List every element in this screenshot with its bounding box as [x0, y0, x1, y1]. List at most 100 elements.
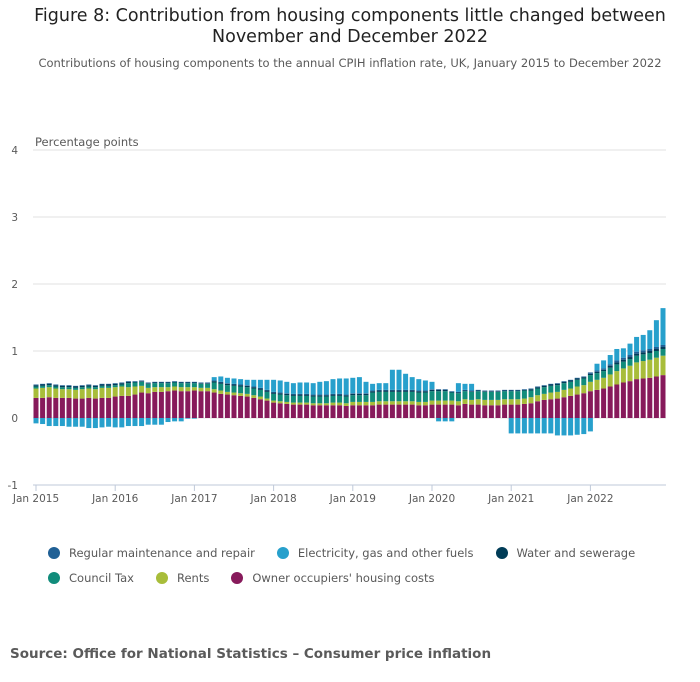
bar-segment[interactable] — [40, 384, 46, 386]
bar-segment[interactable] — [244, 385, 250, 388]
bar-segment[interactable] — [389, 404, 395, 418]
bar-segment[interactable] — [620, 361, 626, 369]
bar-segment[interactable] — [290, 395, 296, 403]
bar-segment[interactable] — [495, 391, 501, 392]
bar-segment[interactable] — [515, 391, 521, 400]
bar-segment[interactable] — [436, 389, 442, 390]
bar-segment[interactable] — [653, 376, 659, 418]
bar-segment[interactable] — [297, 395, 303, 403]
bar-segment[interactable] — [442, 389, 448, 390]
bar-segment[interactable] — [323, 381, 329, 395]
bar-segment[interactable] — [178, 418, 184, 422]
bar-segment[interactable] — [455, 392, 461, 394]
bar-segment[interactable] — [205, 391, 211, 418]
bar-segment[interactable] — [363, 405, 369, 418]
bar-segment[interactable] — [568, 388, 574, 396]
bar-segment[interactable] — [528, 390, 534, 398]
bar-segment[interactable] — [119, 382, 125, 384]
bar-segment[interactable] — [330, 393, 336, 395]
bar-segment[interactable] — [469, 391, 475, 400]
bar-segment[interactable] — [568, 395, 574, 418]
bar-segment[interactable] — [416, 401, 422, 406]
bar-segment[interactable] — [112, 418, 118, 428]
bar-segment[interactable] — [304, 402, 310, 405]
bar-segment[interactable] — [284, 393, 290, 394]
bar-segment[interactable] — [614, 371, 620, 385]
bar-segment[interactable] — [284, 403, 290, 418]
bar-segment[interactable] — [601, 371, 607, 378]
bar-segment[interactable] — [158, 418, 164, 425]
bar-segment[interactable] — [581, 393, 587, 418]
bar-segment[interactable] — [436, 391, 442, 401]
bar-segment[interactable] — [185, 381, 191, 383]
bar-segment[interactable] — [158, 387, 164, 392]
bar-segment[interactable] — [125, 418, 131, 427]
bar-segment[interactable] — [475, 399, 481, 405]
bar-segment[interactable] — [449, 391, 455, 392]
bar-segment[interactable] — [79, 418, 85, 427]
bar-segment[interactable] — [330, 379, 336, 394]
bar-segment[interactable] — [660, 308, 666, 345]
bar-segment[interactable] — [317, 403, 323, 406]
bar-segment[interactable] — [647, 348, 653, 351]
bar-segment[interactable] — [53, 385, 59, 387]
bar-segment[interactable] — [614, 360, 620, 363]
bar-segment[interactable] — [356, 393, 362, 394]
bar-segment[interactable] — [158, 391, 164, 418]
bar-segment[interactable] — [218, 376, 224, 382]
bar-segment[interactable] — [436, 418, 442, 422]
bar-segment[interactable] — [634, 379, 640, 418]
bar-segment[interactable] — [33, 385, 39, 387]
bar-segment[interactable] — [535, 395, 541, 402]
bar-segment[interactable] — [271, 393, 277, 401]
bar-segment[interactable] — [403, 404, 409, 418]
bar-segment[interactable] — [449, 418, 455, 422]
bar-segment[interactable] — [508, 418, 514, 434]
bar-segment[interactable] — [541, 418, 547, 434]
bar-segment[interactable] — [73, 386, 79, 388]
bar-segment[interactable] — [462, 390, 468, 392]
bar-segment[interactable] — [343, 403, 349, 406]
bar-segment[interactable] — [640, 350, 646, 353]
bar-segment[interactable] — [92, 385, 98, 386]
bar-segment[interactable] — [647, 359, 653, 378]
bar-segment[interactable] — [244, 387, 250, 394]
bar-segment[interactable] — [211, 382, 217, 390]
bar-segment[interactable] — [337, 393, 343, 395]
bar-segment[interactable] — [554, 383, 560, 386]
bar-segment[interactable] — [304, 382, 310, 394]
bar-segment[interactable] — [66, 387, 72, 390]
bar-segment[interactable] — [106, 387, 112, 398]
bar-segment[interactable] — [627, 357, 633, 360]
bar-segment[interactable] — [350, 393, 356, 396]
bar-segment[interactable] — [403, 389, 409, 391]
bar-segment[interactable] — [640, 361, 646, 379]
bar-segment[interactable] — [515, 390, 521, 392]
bar-segment[interactable] — [370, 383, 376, 391]
bar-segment[interactable] — [627, 355, 633, 358]
bar-segment[interactable] — [568, 380, 574, 382]
bar-segment[interactable] — [502, 404, 508, 418]
bar-segment[interactable] — [337, 378, 343, 394]
bar-segment[interactable] — [304, 404, 310, 418]
bar-segment[interactable] — [40, 385, 46, 388]
bar-segment[interactable] — [574, 418, 580, 435]
bar-segment[interactable] — [198, 382, 204, 384]
bar-segment[interactable] — [198, 391, 204, 418]
bar-segment[interactable] — [224, 377, 230, 384]
bar-segment[interactable] — [363, 401, 369, 406]
bar-segment[interactable] — [475, 404, 481, 418]
bar-segment[interactable] — [172, 418, 178, 422]
bar-segment[interactable] — [317, 395, 323, 397]
bar-segment[interactable] — [647, 377, 653, 418]
bar-segment[interactable] — [587, 373, 593, 376]
bar-segment[interactable] — [528, 388, 534, 390]
legend-item-electricity[interactable]: Electricity, gas and other fuels — [276, 546, 474, 560]
bar-segment[interactable] — [356, 401, 362, 406]
bar-segment[interactable] — [521, 418, 527, 434]
bar-segment[interactable] — [284, 381, 290, 394]
bar-segment[interactable] — [205, 382, 211, 384]
bar-segment[interactable] — [521, 398, 527, 404]
bar-segment[interactable] — [330, 394, 336, 396]
legend-item-maintenance[interactable]: Regular maintenance and repair — [48, 546, 255, 560]
